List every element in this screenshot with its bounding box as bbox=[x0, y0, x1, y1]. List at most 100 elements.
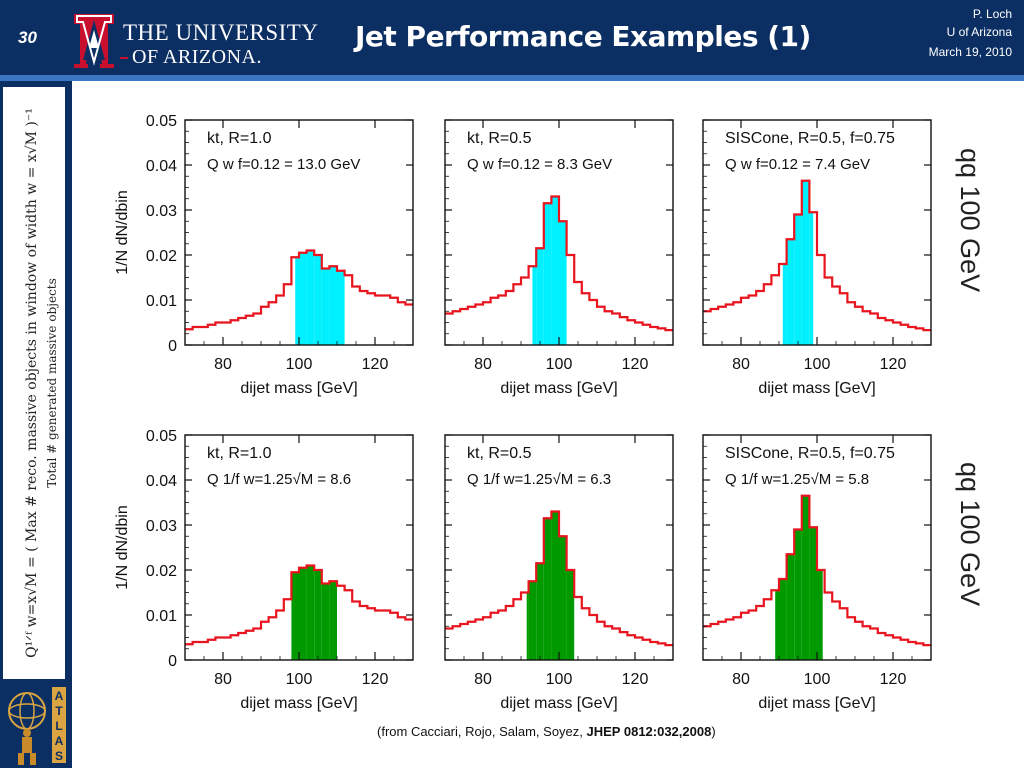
shaded-bin bbox=[775, 590, 779, 660]
histogram-line bbox=[185, 249, 413, 331]
x-tick-label: 80 bbox=[474, 671, 492, 688]
histogram-line bbox=[445, 510, 673, 647]
slide-number: 30 bbox=[18, 28, 37, 47]
shaded-bin bbox=[794, 529, 802, 660]
shaded-bin bbox=[794, 214, 802, 345]
histogram-panel: 80 100 120 dijet mass [GeV] kt, R=0.5 Q 1/f w… bbox=[444, 434, 674, 712]
histogram-panel: 0 0.01 0.02 0.03 0.04 0.05 80 100 120 dijet mass … bbox=[114, 113, 414, 397]
x-axis-label: dijet mass [GeV] bbox=[500, 380, 617, 397]
y-axis-label: 1/N dN/dbin bbox=[114, 505, 131, 590]
shaded-bin bbox=[314, 570, 322, 660]
x-tick-label: 100 bbox=[546, 356, 573, 373]
logo-dash bbox=[120, 57, 128, 59]
shaded-bin bbox=[566, 570, 575, 660]
histogram-line bbox=[703, 494, 931, 647]
shaded-bin bbox=[551, 196, 559, 345]
panel-annotation-quality: Q 1/f w=1.25√M = 5.8 bbox=[725, 471, 869, 488]
x-tick-label: 80 bbox=[214, 671, 232, 688]
y-tick-label: 0.02 bbox=[146, 563, 177, 580]
shaded-bin bbox=[295, 257, 299, 345]
institution-name: U of Arizona bbox=[946, 25, 1012, 39]
shaded-bin bbox=[543, 203, 552, 345]
university-name-line2: OF ARIZONA. bbox=[120, 46, 262, 69]
histogram-panel: 80 100 120 dijet mass [GeV] SISCone, R=0.5, … bbox=[702, 119, 932, 397]
histogram-panel: 0 0.01 0.02 0.03 0.04 0.05 80 100 120 dijet mass … bbox=[114, 428, 414, 712]
y-axis-label: 1/N dN/dbin bbox=[114, 190, 131, 275]
panel-annotation-quality: Q 1/f w=1.25√M = 8.6 bbox=[207, 471, 351, 488]
x-tick-label: 100 bbox=[286, 671, 313, 688]
panel-annotation-algorithm: kt, R=1.0 bbox=[207, 445, 272, 462]
university-name-line1: THE UNIVERSITY bbox=[123, 20, 319, 45]
x-tick-label: 80 bbox=[732, 671, 750, 688]
shaded-bin bbox=[528, 581, 537, 660]
shaded-bin bbox=[779, 579, 787, 660]
y-tick-label: 0.05 bbox=[146, 428, 177, 445]
panel-annotation-algorithm: kt, R=1.0 bbox=[207, 130, 272, 147]
quality-measure-denominator: Total # generated massive objects bbox=[45, 278, 59, 488]
panel-annotation-quality: Q 1/f w=1.25√M = 6.3 bbox=[467, 471, 611, 488]
atlas-letter: A bbox=[54, 734, 64, 748]
shaded-bin bbox=[321, 583, 330, 660]
shaded-bin bbox=[337, 270, 345, 345]
shaded-bin bbox=[551, 511, 559, 660]
x-axis-label: dijet mass [GeV] bbox=[758, 380, 875, 397]
atlas-letter: L bbox=[55, 719, 63, 733]
x-axis-label: dijet mass [GeV] bbox=[240, 380, 357, 397]
shaded-bin bbox=[314, 255, 322, 345]
shaded-bin bbox=[306, 565, 315, 660]
x-tick-label: 120 bbox=[880, 671, 907, 688]
y-tick-label: 0.01 bbox=[146, 608, 177, 625]
histogram-panel: 80 100 120 dijet mass [GeV] kt, R=0.5 Q w f=0… bbox=[444, 119, 674, 397]
atlas-letter: T bbox=[55, 704, 63, 718]
shaded-bin bbox=[321, 268, 330, 345]
y-tick-label: 0.03 bbox=[146, 203, 177, 220]
x-tick-label: 80 bbox=[214, 356, 232, 373]
y-tick-label: 0.04 bbox=[146, 158, 177, 175]
shaded-bin bbox=[801, 495, 810, 660]
x-tick-label: 120 bbox=[880, 356, 907, 373]
slide-title: Jet Performance Examples (1) bbox=[355, 20, 811, 53]
atlas-logo-icon bbox=[8, 687, 66, 765]
shaded-bin bbox=[526, 592, 529, 660]
shaded-bin bbox=[532, 266, 537, 345]
shaded-bin bbox=[559, 536, 567, 660]
shaded-bin bbox=[786, 554, 795, 660]
histogram-panel: 80 100 120 dijet mass [GeV] SISCone, R=0.5, … bbox=[702, 434, 932, 712]
x-tick-label: 100 bbox=[804, 356, 831, 373]
formula-panel bbox=[3, 87, 65, 679]
x-axis-label: dijet mass [GeV] bbox=[500, 695, 617, 712]
shaded-bin bbox=[817, 570, 823, 660]
slide-header bbox=[0, 0, 1024, 75]
shaded-bin bbox=[299, 567, 307, 660]
x-tick-label: 100 bbox=[286, 356, 313, 373]
shaded-bin bbox=[559, 221, 567, 345]
shaded-bin bbox=[329, 266, 337, 345]
shaded-bin bbox=[536, 563, 544, 660]
row-label-bottom: qq 100 GeV bbox=[955, 462, 985, 607]
y-tick-label: 0 bbox=[168, 338, 177, 355]
shaded-bin bbox=[543, 518, 552, 660]
panel-annotation-quality: Q w f=0.12 = 7.4 GeV bbox=[725, 156, 870, 173]
y-tick-label: 0.04 bbox=[146, 473, 177, 490]
x-tick-label: 100 bbox=[804, 671, 831, 688]
citation-suffix: ) bbox=[711, 724, 716, 739]
shaded-bin bbox=[782, 264, 787, 345]
shaded-bin bbox=[299, 252, 307, 345]
histogram-line bbox=[185, 564, 413, 646]
shaded-bin bbox=[536, 248, 544, 345]
y-tick-label: 0.05 bbox=[146, 113, 177, 130]
shaded-bin bbox=[306, 250, 315, 345]
x-tick-label: 80 bbox=[732, 356, 750, 373]
histogram-grid: 0 0.01 0.02 0.03 0.04 0.05 80 100 120 dijet mass … bbox=[114, 113, 932, 712]
y-tick-label: 0.02 bbox=[146, 248, 177, 265]
shaded-bin bbox=[801, 180, 810, 345]
x-axis-label: dijet mass [GeV] bbox=[240, 695, 357, 712]
university-logo-icon bbox=[74, 14, 114, 68]
quality-measure-formula: Q¹ᐟᶠ w=x√M = ( Max # reco. massive objec… bbox=[24, 108, 40, 658]
atlas-letter: A bbox=[54, 689, 64, 703]
x-tick-label: 100 bbox=[546, 671, 573, 688]
author-name: P. Loch bbox=[972, 7, 1012, 21]
shaded-bin bbox=[329, 581, 337, 660]
shaded-bin bbox=[291, 572, 299, 660]
